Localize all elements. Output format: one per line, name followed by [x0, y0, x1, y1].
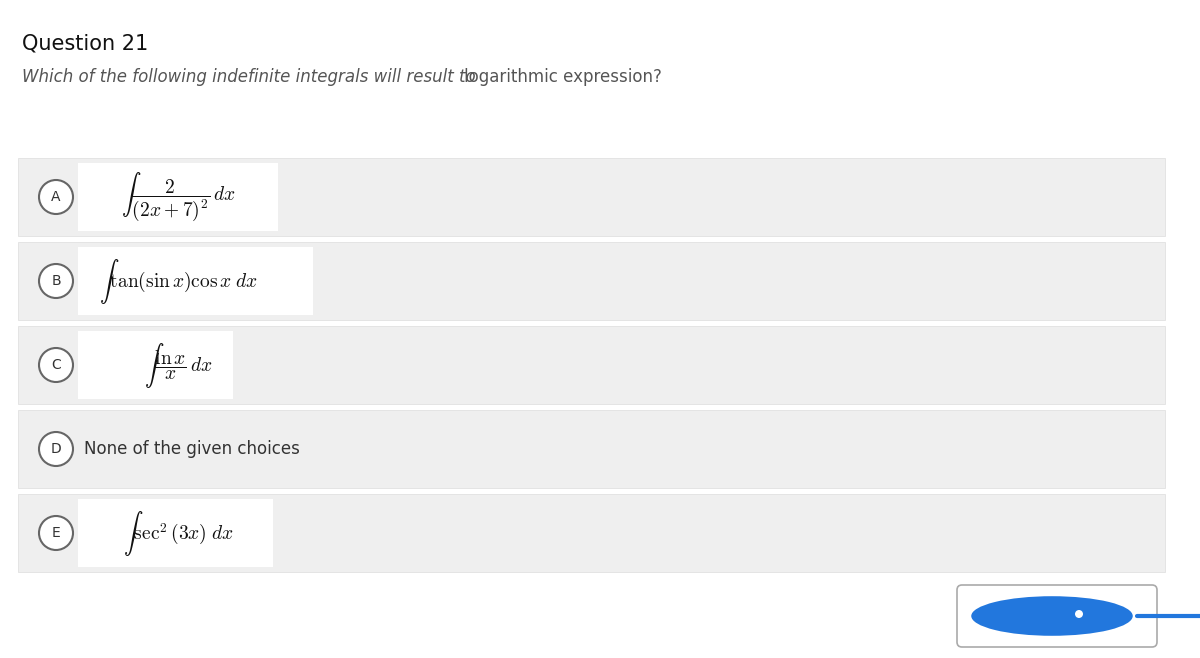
- Text: None of the given choices: None of the given choices: [84, 440, 300, 458]
- Text: B: B: [52, 274, 61, 288]
- Circle shape: [38, 432, 73, 466]
- Text: Question 21: Question 21: [22, 33, 149, 53]
- Text: E: E: [52, 526, 60, 540]
- FancyBboxPatch shape: [18, 242, 1165, 320]
- FancyBboxPatch shape: [78, 499, 274, 567]
- Text: Which of the following indefinite integrals will result to: Which of the following indefinite integr…: [22, 68, 481, 86]
- Text: $\int\dfrac{\ln x}{x}\,dx$: $\int\dfrac{\ln x}{x}\,dx$: [144, 340, 212, 390]
- Circle shape: [1075, 610, 1084, 618]
- FancyBboxPatch shape: [18, 410, 1165, 488]
- FancyBboxPatch shape: [18, 494, 1165, 572]
- FancyBboxPatch shape: [18, 326, 1165, 404]
- FancyBboxPatch shape: [958, 585, 1157, 647]
- Circle shape: [38, 180, 73, 214]
- FancyBboxPatch shape: [78, 163, 278, 231]
- Text: D: D: [50, 442, 61, 456]
- Text: $\int\sec^2(3x)\;dx$: $\int\sec^2(3x)\;dx$: [122, 509, 233, 557]
- Text: A: A: [52, 190, 61, 204]
- FancyBboxPatch shape: [78, 331, 233, 399]
- FancyBboxPatch shape: [18, 158, 1165, 236]
- Text: logarithmic expression?: logarithmic expression?: [464, 68, 662, 86]
- FancyBboxPatch shape: [78, 247, 313, 315]
- Circle shape: [38, 348, 73, 382]
- Text: $\int\dfrac{2}{(2x+7)^2}\,dx$: $\int\dfrac{2}{(2x+7)^2}\,dx$: [120, 171, 235, 223]
- Circle shape: [38, 264, 73, 298]
- Ellipse shape: [971, 596, 1133, 636]
- Circle shape: [38, 516, 73, 550]
- Text: $\int\tan(\sin x)\cos x\;dx$: $\int\tan(\sin x)\cos x\;dx$: [98, 257, 258, 305]
- Text: C: C: [52, 358, 61, 372]
